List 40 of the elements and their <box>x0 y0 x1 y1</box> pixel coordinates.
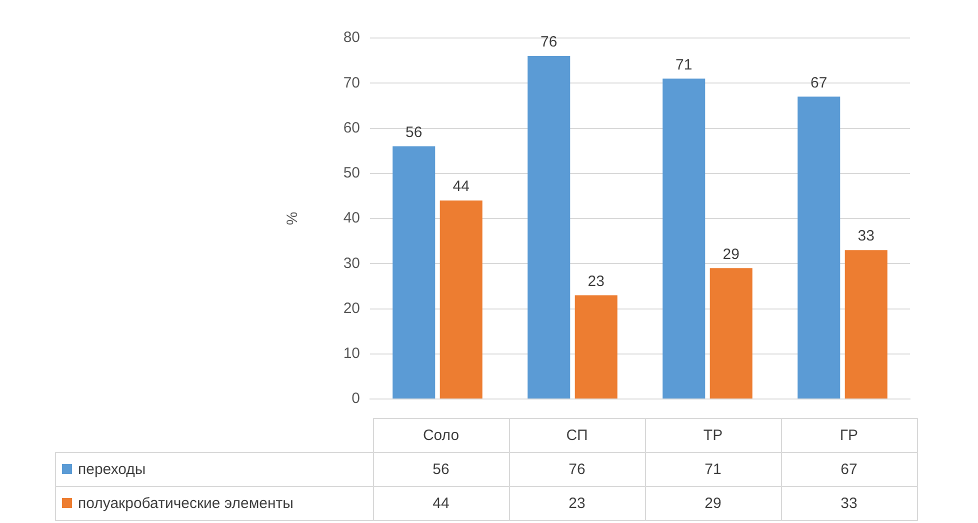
x-tick-label: СП <box>509 418 645 452</box>
data-label: 44 <box>373 486 509 520</box>
bar <box>528 56 570 398</box>
bar <box>440 200 482 398</box>
bar <box>574 295 618 398</box>
y-tick-label: 80 <box>343 29 360 46</box>
annotation: 33 <box>858 228 874 245</box>
annotation: 23 <box>588 272 604 290</box>
data-label: 29 <box>645 486 781 520</box>
annotation: 67 <box>810 74 828 92</box>
bar <box>662 78 706 398</box>
legend-label: полуакробатические элементы <box>78 495 294 512</box>
data-label: 76 <box>509 452 645 486</box>
data-label: 67 <box>781 452 917 486</box>
y-tick-label: 60 <box>343 119 360 136</box>
annotation: 76 <box>540 34 558 51</box>
y-axis-title: % <box>284 212 302 226</box>
bar <box>710 268 752 398</box>
y-tick-label: 40 <box>343 210 360 227</box>
y-tick-label: 20 <box>343 300 360 317</box>
bar <box>798 96 840 398</box>
x-tick-label: ТР <box>645 418 781 452</box>
data-label: 23 <box>509 486 645 520</box>
y-tick-label: 10 <box>343 345 360 362</box>
bar <box>392 146 436 398</box>
y-tick-label: 30 <box>343 254 360 272</box>
data-label: 56 <box>373 452 509 486</box>
annotation: 56 <box>406 124 422 141</box>
bar <box>844 250 888 398</box>
annotation: 29 <box>722 246 740 263</box>
x-tick-label: Соло <box>373 418 509 452</box>
annotation: 44 <box>452 178 470 196</box>
y-tick-label: 50 <box>343 164 360 182</box>
data-label: 71 <box>645 452 781 486</box>
y-tick-label: 0 <box>352 390 360 408</box>
data-label: 33 <box>781 486 917 520</box>
legend-label: переходы <box>78 461 146 478</box>
x-tick-label: ГР <box>781 418 917 452</box>
annotation: 71 <box>676 56 692 74</box>
y-tick-label: 70 <box>343 74 360 92</box>
